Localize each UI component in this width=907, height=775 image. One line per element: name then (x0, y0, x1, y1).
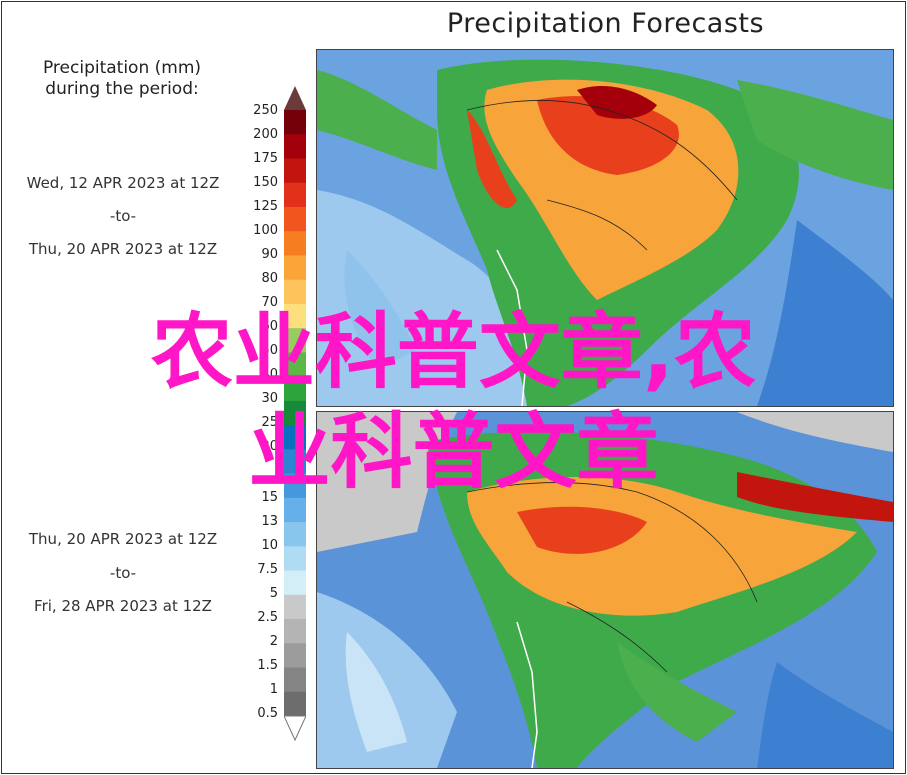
colorbar-swatch (284, 667, 306, 693)
colorbar-swatch (284, 570, 306, 596)
period2-start: Thu, 20 APR 2023 at 12Z (28, 530, 218, 548)
colorbar-swatch (284, 546, 306, 572)
colorbar-swatch (284, 303, 306, 329)
legend-tick: 10 (261, 538, 278, 553)
legend-colorbar (284, 86, 306, 742)
colorbar-swatch (284, 594, 306, 620)
legend-tick: 2 (269, 634, 278, 649)
colorbar-swatch (284, 231, 306, 256)
legend-tick: 30 (261, 391, 278, 406)
colorbar-swatch (284, 158, 306, 184)
legend-tick: 13 (261, 514, 278, 529)
period2-separator: -to- (109, 564, 137, 582)
legend-tick: 80 (261, 271, 278, 286)
colorbar-swatch (284, 522, 306, 547)
colorbar-swatch (284, 473, 306, 499)
legend-tick: 250 (253, 103, 278, 118)
legend-tick: 20 (261, 439, 278, 454)
overlay-text-line1: 农业科普文章,农 (150, 305, 757, 400)
legend-tick: 0.5 (257, 706, 278, 721)
legend-tick: 7.5 (257, 562, 278, 577)
colorbar-swatch (284, 182, 306, 208)
colorbar-swatch (284, 400, 306, 426)
colorbar-swatch (284, 619, 306, 644)
colorbar-swatch (284, 425, 306, 450)
legend-tick: 50 (261, 343, 278, 358)
legend-tick: 15 (261, 490, 278, 505)
legend-tick: 125 (253, 199, 278, 214)
colorbar-swatch (284, 643, 306, 669)
forecast-map-period1 (316, 49, 894, 407)
legend-title-line1: Precipitation (mm) (42, 58, 202, 78)
legend-tick: 60 (261, 319, 278, 334)
period1-end: Thu, 20 APR 2023 at 12Z (28, 240, 218, 258)
colorbar-bottom-arrow (284, 715, 306, 742)
colorbar-swatch (284, 206, 306, 232)
colorbar-swatch (284, 449, 306, 475)
legend-title: Precipitation (mm) during the period: (6, 58, 238, 100)
colorbar-swatch (284, 255, 306, 281)
legend-tick: 175 (253, 151, 278, 166)
colorbar-swatch (284, 328, 306, 353)
legend-title-line2: during the period: (45, 79, 199, 99)
figure-title: Precipitation Forecasts (446, 8, 765, 39)
overlay-text-line2: 业科普文章 (248, 405, 659, 500)
colorbar-swatch (284, 352, 306, 378)
legend-tick: 150 (253, 175, 278, 190)
colorbar-swatch (284, 691, 306, 717)
forecast-map-period2 (316, 411, 894, 769)
colorbar-swatch (284, 279, 306, 305)
colorbar-swatch (284, 134, 306, 159)
period1-start: Wed, 12 APR 2023 at 12Z (26, 174, 220, 192)
legend-tick: 70 (261, 295, 278, 310)
legend-tick: 40 (261, 367, 278, 382)
legend-tick: 1.5 (257, 658, 278, 673)
legend-tick: 1 (269, 682, 278, 697)
period2-end: Fri, 28 APR 2023 at 12Z (34, 597, 212, 615)
legend-tick: 5 (269, 586, 278, 601)
legend-tick: 2.5 (257, 610, 278, 625)
period1-separator: -to- (109, 207, 137, 225)
colorbar-swatch (284, 376, 306, 402)
legend-tick: 25 (261, 415, 278, 430)
legend-tick: 100 (253, 223, 278, 238)
legend-tick: 90 (261, 247, 278, 262)
colorbar-swatch (284, 110, 306, 135)
legend-tick: 200 (253, 127, 278, 142)
colorbar-swatch (284, 497, 306, 523)
colorbar-top-arrow (284, 86, 306, 110)
